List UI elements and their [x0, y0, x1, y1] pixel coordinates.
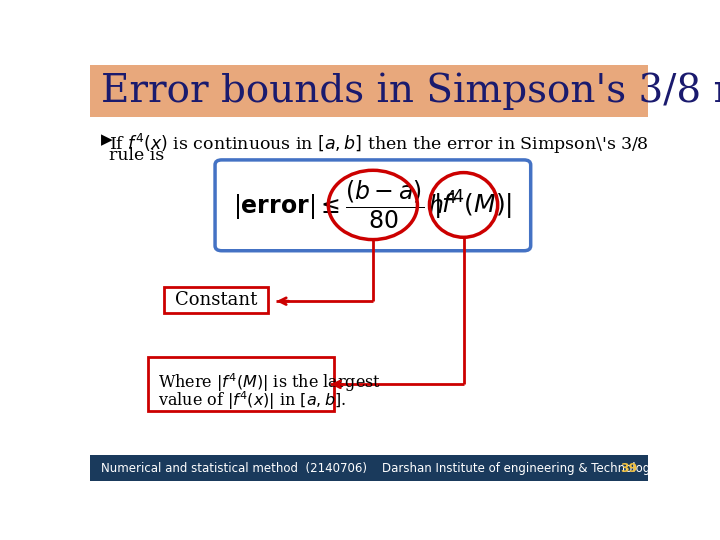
Text: Numerical and statistical method  (2140706)    Darshan Institute of engineering : Numerical and statistical method (214070… — [101, 462, 657, 475]
Text: Constant: Constant — [175, 291, 258, 309]
Text: Where $|f^4(M)|$ is the largest: Where $|f^4(M)|$ is the largest — [158, 372, 382, 394]
Text: 39: 39 — [620, 462, 637, 475]
Text: value of $|f^4(x)|$ in $[a, b]$.: value of $|f^4(x)|$ in $[a, b]$. — [158, 390, 346, 413]
Text: $|f^4(M)|$: $|f^4(M)|$ — [433, 188, 512, 221]
FancyBboxPatch shape — [163, 287, 269, 313]
FancyBboxPatch shape — [215, 160, 531, 251]
Text: $|\mathbf{error}| \leq \dfrac{(b-a)}{80}\,h^4$: $|\mathbf{error}| \leq \dfrac{(b-a)}{80}… — [233, 179, 457, 231]
Text: rule is: rule is — [109, 147, 165, 164]
Text: $\blacktriangleright$: $\blacktriangleright$ — [98, 132, 114, 149]
FancyBboxPatch shape — [148, 357, 334, 411]
FancyBboxPatch shape — [90, 455, 648, 481]
Text: Error bounds in Simpson's 3/8 rule: Error bounds in Simpson's 3/8 rule — [101, 72, 720, 110]
Text: If $f^4(x)$ is continuous in $[a,b]$ then the error in Simpson\'s 3/8: If $f^4(x)$ is continuous in $[a,b]$ the… — [109, 132, 649, 156]
FancyBboxPatch shape — [90, 65, 648, 117]
